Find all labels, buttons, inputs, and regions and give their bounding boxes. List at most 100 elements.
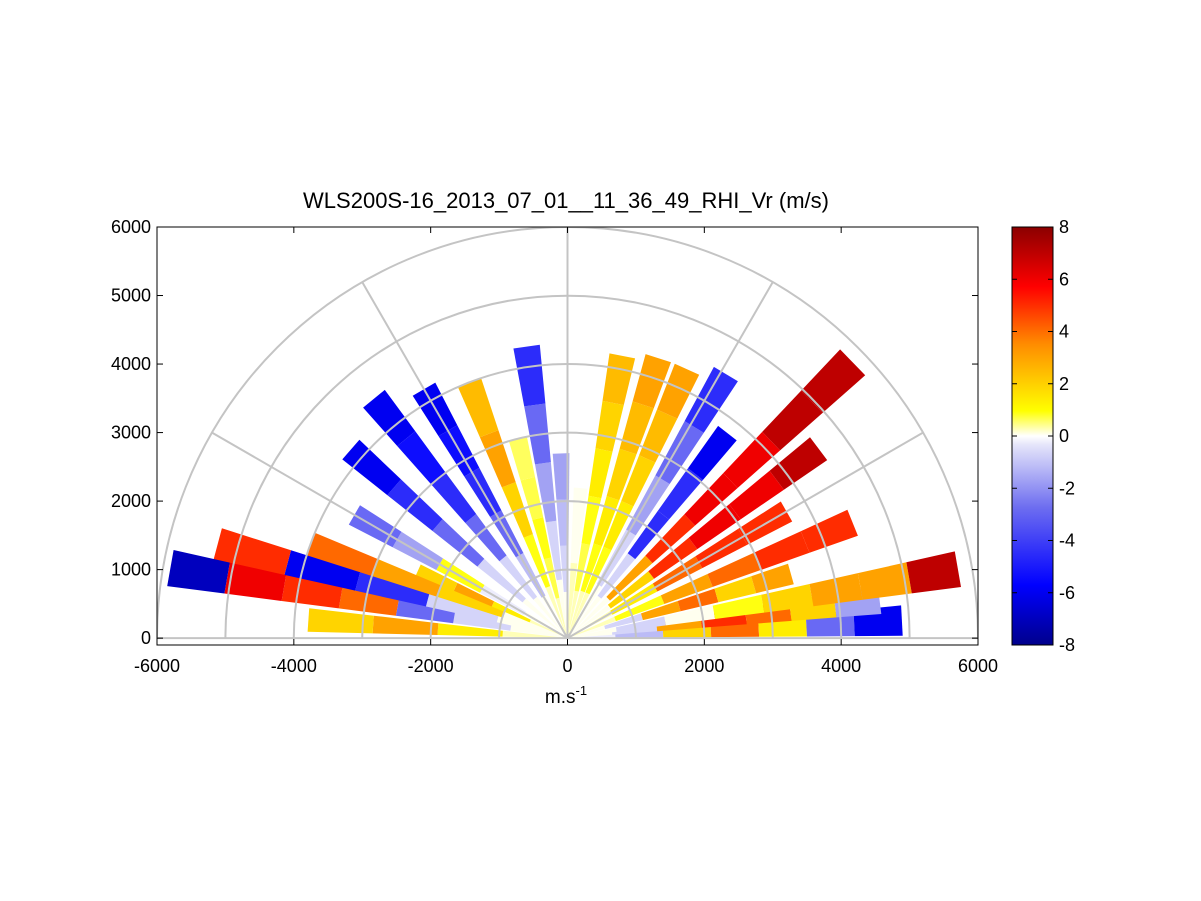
velocity-cell [723, 431, 781, 488]
velocity-cell [567, 616, 616, 639]
velocity-cell [535, 462, 557, 523]
colorbar-scale [1011, 226, 1054, 646]
x-tick-label: 0 [562, 656, 572, 676]
velocity-cell [567, 590, 585, 639]
colorbar-tick-label: 8 [1059, 217, 1069, 237]
velocity-cell [595, 400, 624, 452]
elevation-spoke [566, 431, 924, 640]
colorbar-tick-label: 2 [1059, 374, 1069, 394]
y-tick-label: 0 [141, 628, 151, 648]
velocity-cell [556, 499, 569, 546]
velocity-cell [648, 537, 698, 579]
colorbar-tick-label: -8 [1059, 635, 1075, 655]
x-axis-label: m.s-1 [545, 683, 587, 708]
velocity-cell [574, 543, 590, 592]
x-tick-label: -4000 [271, 656, 317, 676]
colorbar-tick-label: 6 [1059, 269, 1069, 289]
velocity-cell [615, 616, 666, 632]
velocity-cell [645, 514, 696, 564]
colorbar-tick-label: -2 [1059, 478, 1075, 498]
velocity-cell [567, 562, 578, 639]
velocity-cell [641, 601, 681, 621]
velocity-cell [801, 349, 866, 413]
velocity-cell [570, 487, 588, 564]
x-tick-label: 2000 [684, 656, 724, 676]
velocity-cell [614, 595, 665, 622]
velocity-cell [499, 555, 538, 600]
velocity-cell [436, 585, 505, 618]
velocity-cell [479, 430, 516, 488]
velocity-cell [567, 604, 611, 639]
velocity-cell [414, 564, 458, 594]
velocity-cell [602, 353, 636, 405]
velocity-cell [510, 625, 568, 639]
colorbar-ticks: 8 6 4 2 0 -2 -4 -6 -8 [1012, 217, 1075, 655]
colorbar: 8 6 4 2 0 -2 -4 -6 -8 [1011, 217, 1075, 655]
elevation-spoke [361, 281, 569, 639]
velocity-cell [627, 510, 669, 560]
velocity-cell [688, 504, 741, 550]
elevation-spoke [566, 281, 774, 639]
velocity-cell [684, 473, 738, 526]
colorbar-tick-label: -6 [1059, 583, 1075, 603]
velocity-cell [508, 436, 535, 481]
velocity-cell [621, 455, 656, 507]
velocity-cell [342, 439, 401, 496]
velocity-cell [632, 354, 671, 409]
velocity-cell [684, 366, 738, 433]
velocity-cell [502, 630, 568, 639]
velocity-cell [906, 551, 961, 594]
x-tick-label: -2000 [408, 656, 454, 676]
velocity-cell [552, 453, 570, 500]
velocity-cell [496, 616, 568, 639]
velocity-cell [597, 553, 636, 599]
velocity-cell [585, 546, 612, 595]
y-tick-label: 2000 [111, 491, 151, 511]
velocity-cell [567, 596, 610, 639]
velocity-cell [580, 543, 602, 593]
velocity-cell [555, 597, 568, 639]
velocity-cell [397, 431, 446, 485]
velocity-cell [395, 600, 455, 624]
velocity-cell [762, 390, 823, 451]
velocity-cell [657, 468, 703, 520]
velocity-cell [532, 517, 552, 560]
x-tick-label: 6000 [958, 656, 998, 676]
velocity-cell [567, 627, 617, 639]
velocity-cell [457, 378, 499, 438]
velocity-cell [607, 571, 655, 609]
velocity-cell [567, 590, 579, 639]
velocity-cell [453, 612, 512, 631]
polar-grid [157, 227, 978, 640]
velocity-cell [355, 572, 430, 607]
velocity-cell [707, 552, 762, 587]
velocity-cell [655, 421, 704, 484]
velocity-cell [533, 596, 568, 639]
velocity-cell [513, 344, 546, 407]
velocity-cell [465, 514, 507, 562]
colorbar-tick-label: -4 [1059, 531, 1075, 551]
velocity-cell [491, 601, 531, 624]
velocity-cell [284, 550, 361, 592]
velocity-cell [714, 576, 757, 603]
velocity-cell [800, 509, 858, 553]
y-tick-label: 3000 [111, 423, 151, 443]
velocity-cell [307, 608, 374, 634]
velocity-cell [769, 437, 828, 490]
x-tick-label: 4000 [821, 656, 861, 676]
y-tick-label: 4000 [111, 354, 151, 374]
plot-area: -6000 -4000 -2000 0 2000 4000 6000 0 1000 2000 30… [111, 217, 998, 676]
velocity-cell [387, 479, 443, 531]
y-tick-label: 6000 [111, 217, 151, 237]
velocity-cell [606, 448, 637, 501]
velocity-cell [363, 389, 416, 446]
velocity-cell [857, 562, 912, 600]
velocity-cell [522, 598, 568, 639]
velocity-cell [712, 594, 765, 619]
velocity-cell [688, 425, 737, 480]
y-tick-label: 5000 [111, 286, 151, 306]
y-axis: 0 1000 2000 3000 4000 5000 6000 [111, 217, 978, 648]
elevation-spoke [211, 431, 569, 640]
velocity-cell [520, 476, 544, 520]
